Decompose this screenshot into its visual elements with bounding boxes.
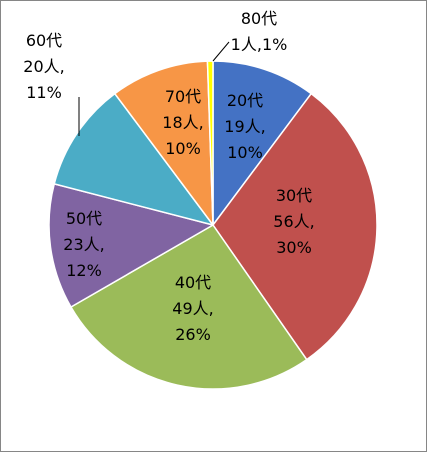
pie-slice [212,60,312,226]
data-labels: 20代 19人, 10% 30代 56人, 30% 40代 49人, 26% 50代 23人, 12%… [23,9,314,344]
data-label-line: 80代 [241,9,277,28]
data-label: 80代 1人,1% [231,9,288,54]
data-label-line: 19人, [224,117,265,136]
leader-lines [78,41,230,136]
data-label-line: 30% [276,238,312,257]
data-label-line: 12% [66,261,102,280]
data-label: 30代 56人, 30% [273,186,314,257]
data-label-line: 1人,1% [231,35,288,54]
pie-slice [53,92,214,226]
data-label-line: 49人, [172,299,213,318]
data-label-line: 20人, [23,57,64,76]
data-label: 20代 19人, 10% [224,91,265,162]
data-label-line: 40代 [175,273,211,292]
data-label: 40代 49人, 26% [172,273,213,344]
data-label-line: 18人, [162,113,203,132]
data-label: 60代 20人, 11% [23,31,64,102]
pie-slice [70,224,308,390]
pie-slice [212,92,378,361]
pie-slice [206,60,214,226]
data-label-line: 70代 [165,87,201,106]
data-label-line: 23人, [63,235,104,254]
pie-slices [48,60,378,390]
data-label-line: 11% [26,83,62,102]
data-label-line: 20代 [227,91,263,110]
data-label-line: 56人, [273,212,314,231]
data-label-line: 60代 [26,31,62,50]
data-label-line: 10% [165,139,201,158]
data-label-line: 10% [227,143,263,162]
data-label: 70代 18人, 10% [162,87,203,158]
data-label-line: 30代 [276,186,312,205]
pie-slice [114,60,214,226]
data-label-line: 26% [175,325,211,344]
leader-line [212,41,230,62]
data-label: 50代 23人, 12% [63,209,104,280]
data-label-line: 50代 [66,209,102,228]
